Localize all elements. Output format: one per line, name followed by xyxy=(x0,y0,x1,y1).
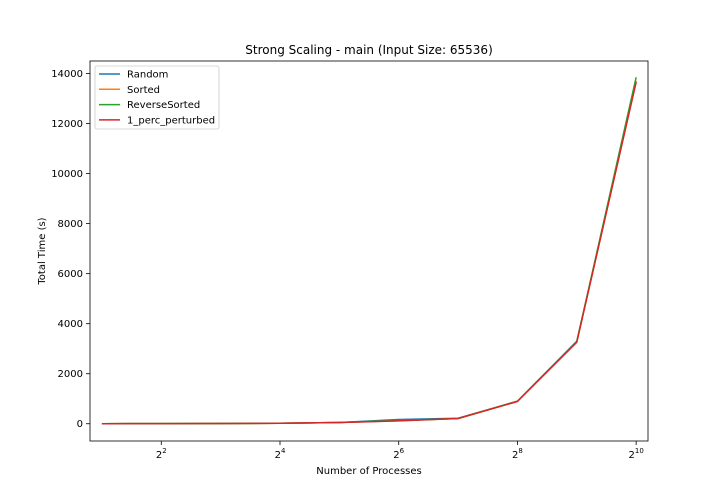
y-tick-label: 2000 xyxy=(58,369,83,380)
legend-label: Random xyxy=(127,70,168,81)
legend: Random Sorted ReverseSorted 1_perc_perturbe… xyxy=(94,65,220,130)
x-tick-label: 26 xyxy=(393,447,404,461)
legend-label: Sorted xyxy=(127,85,160,96)
y-tick-label: 0 xyxy=(77,419,83,430)
x-tick-label: 24 xyxy=(275,447,286,461)
y-axis-ticks: 0 2000 4000 6000 8000 10000 12000 14000 xyxy=(51,69,90,430)
x-axis-label: Number of Processes xyxy=(316,466,421,477)
legend-label: 1_perc_perturbed xyxy=(127,115,215,126)
y-tick-label: 6000 xyxy=(58,269,83,280)
plot-area-frame xyxy=(89,60,649,442)
y-tick-label: 14000 xyxy=(51,69,83,80)
series-line-random xyxy=(101,80,637,425)
legend-box xyxy=(94,65,220,130)
y-tick-label: 4000 xyxy=(58,319,83,330)
series-line-sorted xyxy=(101,80,637,425)
x-axis-ticks: 22 24 26 28 210 xyxy=(156,441,644,461)
y-axis-label: Total Time (s) xyxy=(37,217,48,285)
x-tick-label: 28 xyxy=(512,447,523,461)
x-tick-label: 22 xyxy=(156,447,167,461)
y-tick-label: 10000 xyxy=(51,169,83,180)
x-tick-label: 210 xyxy=(628,447,643,461)
y-tick-label: 8000 xyxy=(58,219,83,230)
series-line-1-perc-perturbed xyxy=(101,82,637,425)
y-tick-label: 12000 xyxy=(51,119,83,130)
legend-label: ReverseSorted xyxy=(127,100,200,111)
chart-title: Strong Scaling - main (Input Size: 65536… xyxy=(245,43,493,57)
series-lines xyxy=(101,77,637,425)
